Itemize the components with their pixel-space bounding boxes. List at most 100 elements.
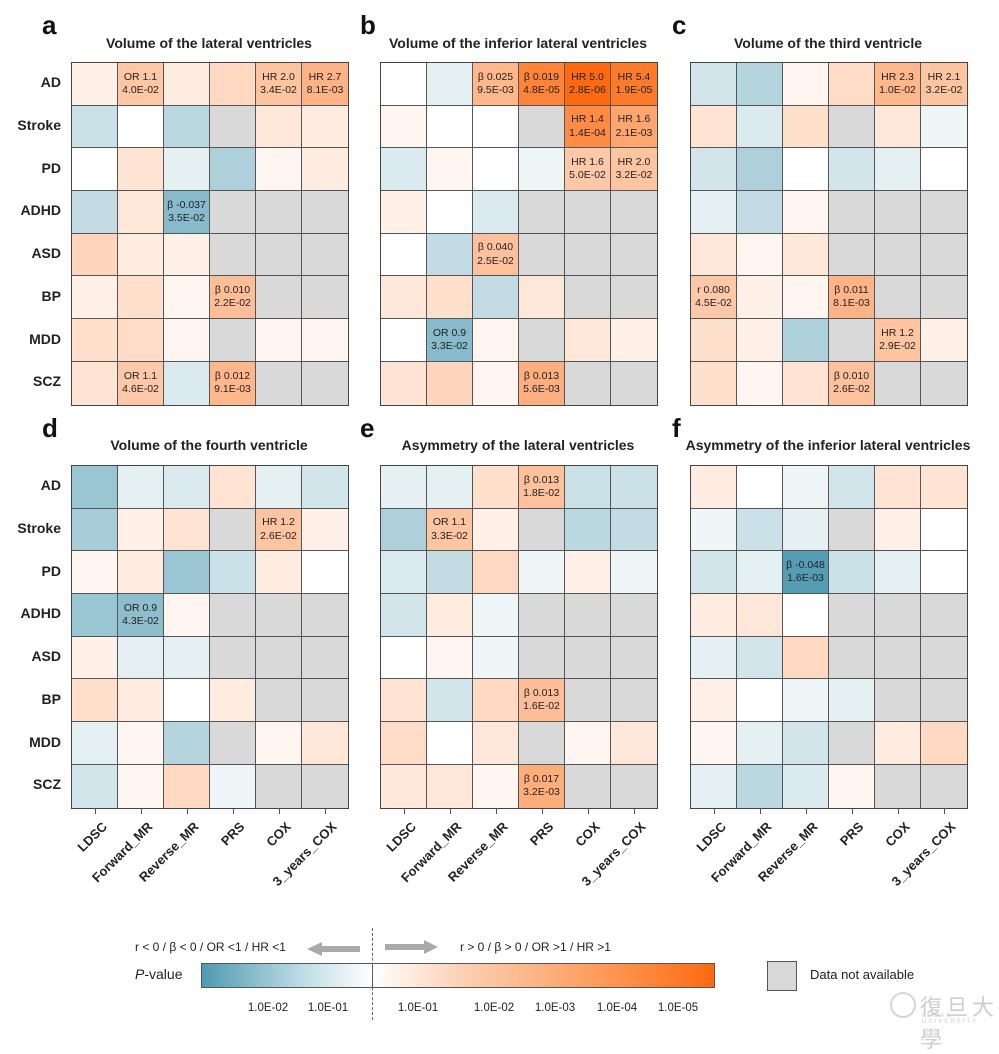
heatmap-cell [302, 594, 348, 637]
heatmap-cell [737, 722, 783, 765]
heatmap-cell [210, 551, 256, 595]
watermark-subtext: FUDAN UNIVERSITY [922, 1013, 979, 1025]
heatmap-cell [210, 764, 256, 808]
heatmap-cell [691, 551, 737, 595]
heatmap-cell [921, 191, 967, 234]
heatmap-cell [381, 276, 427, 320]
heatmap-cell [783, 466, 829, 509]
colorbar-divider [372, 928, 373, 1020]
heatmap-cell [302, 319, 348, 362]
heatmap-cell [565, 722, 611, 765]
heatmap-cell: OR 0.9 4.3E-02 [118, 594, 164, 637]
heatmap-cell [875, 551, 921, 595]
heatmap-cell [691, 319, 737, 362]
heatmap-cell [921, 679, 967, 723]
heatmap-cell [210, 148, 256, 192]
x-tick [279, 808, 280, 814]
cell-annotation: HR 2.0 3.2E-02 [615, 156, 653, 182]
heatmap-cell [164, 722, 210, 765]
heatmap-cell [611, 466, 657, 509]
heatmap-cell [473, 594, 519, 637]
heatmap-cell [427, 233, 473, 277]
colorbar-tick-label: 1.0E-05 [657, 1002, 699, 1014]
cell-annotation: OR 1.1 4.0E-02 [122, 70, 159, 96]
panel-title: Asymmetry of the inferior lateral ventri… [685, 437, 971, 453]
cell-annotation: β 0.017 3.2E-03 [523, 773, 560, 799]
column-label: COX [263, 818, 294, 850]
heatmap-cell: HR 1.2 2.6E-02 [256, 508, 302, 552]
heatmap-cell [72, 105, 118, 149]
heatmap-cell [72, 551, 118, 595]
cell-annotation: β -0.037 3.5E-02 [167, 198, 206, 224]
heatmap-cell [381, 551, 427, 595]
heatmap-cell [72, 148, 118, 192]
heatmap-cell [783, 148, 829, 192]
cell-annotation: β 0.013 5.6E-03 [523, 370, 560, 396]
heatmap-cell [72, 679, 118, 723]
heatmap-cell [691, 636, 737, 680]
heatmap-cell [256, 594, 302, 637]
heatmap-cell [737, 679, 783, 723]
heatmap-cell [118, 508, 164, 552]
heatmap-cell [611, 679, 657, 723]
cell-annotation: β 0.011 8.1E-03 [833, 284, 870, 310]
heatmap-cell [565, 508, 611, 552]
heatmap-cell: β 0.010 2.2E-02 [210, 276, 256, 320]
heatmap-cell [164, 276, 210, 320]
na-swatch [767, 961, 797, 991]
panel-letter: e [360, 413, 375, 443]
heatmap-cell [72, 764, 118, 808]
row-label: ASD [31, 648, 61, 665]
heatmap-cell: HR 2.3 1.0E-02 [875, 63, 921, 106]
heatmap-cell [519, 233, 565, 277]
heatmap-cell [875, 148, 921, 192]
heatmap-cell [256, 722, 302, 765]
heatmap-cell [691, 191, 737, 234]
heatmap-cell [921, 319, 967, 362]
heatmap-cell [473, 679, 519, 723]
heatmap-cell [737, 508, 783, 552]
cell-annotation: β 0.010 2.2E-02 [214, 284, 251, 310]
left-arrow-head-icon [307, 942, 322, 956]
heatmap-cell [427, 105, 473, 149]
column-label: COX [882, 818, 913, 850]
pvalue-label: P-value [135, 966, 182, 982]
heatmap-cell [783, 722, 829, 765]
heatmap-cell [118, 191, 164, 234]
heatmap-cell [829, 105, 875, 149]
heatmap-cell [921, 636, 967, 680]
heatmap-cell: HR 2.1 3.2E-02 [921, 63, 967, 106]
heatmap-cell [210, 319, 256, 362]
panel-letter: c [672, 10, 687, 40]
legend-positive-label: r > 0 / β > 0 / OR >1 / HR >1 [460, 940, 611, 954]
heatmap-cell: β 0.013 1.6E-02 [519, 679, 565, 723]
heatmap-cell [473, 722, 519, 765]
heatmap-grid: β 0.013 1.8E-02 OR 1.1 3.3E-02 β 0.013 1.6… [380, 465, 658, 809]
heatmap-cell [737, 466, 783, 509]
cell-annotation: HR 1.4 1.4E-04 [569, 113, 606, 139]
heatmap-cell: β -0.037 3.5E-02 [164, 191, 210, 234]
heatmap-cell [473, 764, 519, 808]
heatmap-cell [210, 63, 256, 106]
heatmap-cell [210, 679, 256, 723]
x-tick [588, 808, 589, 814]
heatmap-cell [164, 508, 210, 552]
heatmap-cell [875, 361, 921, 405]
heatmap-cell [737, 191, 783, 234]
heatmap-cell [427, 636, 473, 680]
heatmap-cell [829, 594, 875, 637]
heatmap-cell [72, 594, 118, 637]
panel-title: Asymmetry of the lateral ventricles [401, 437, 635, 453]
heatmap-cell [519, 319, 565, 362]
heatmap-cell [737, 276, 783, 320]
heatmap-cell [565, 636, 611, 680]
x-tick [760, 808, 761, 814]
heatmap-cell [829, 191, 875, 234]
cell-annotation: HR 1.2 2.6E-02 [260, 516, 297, 542]
heatmap-cell [118, 276, 164, 320]
heatmap-cell [921, 466, 967, 509]
heatmap-cell [427, 722, 473, 765]
heatmap-cell [875, 636, 921, 680]
heatmap-cell [565, 551, 611, 595]
heatmap-cell [256, 636, 302, 680]
